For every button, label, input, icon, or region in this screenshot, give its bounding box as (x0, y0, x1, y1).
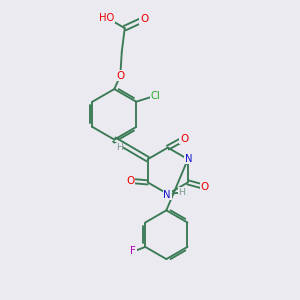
Text: N: N (185, 154, 192, 164)
Text: F: F (130, 246, 136, 256)
Text: H: H (116, 143, 123, 152)
Text: O: O (200, 182, 208, 192)
Text: N: N (164, 190, 171, 200)
Text: H: H (178, 188, 185, 197)
Text: O: O (140, 14, 148, 24)
Text: O: O (126, 176, 135, 186)
Text: O: O (116, 71, 124, 81)
Text: O: O (180, 134, 188, 144)
Text: HO: HO (99, 13, 115, 23)
Text: Cl: Cl (150, 92, 160, 101)
